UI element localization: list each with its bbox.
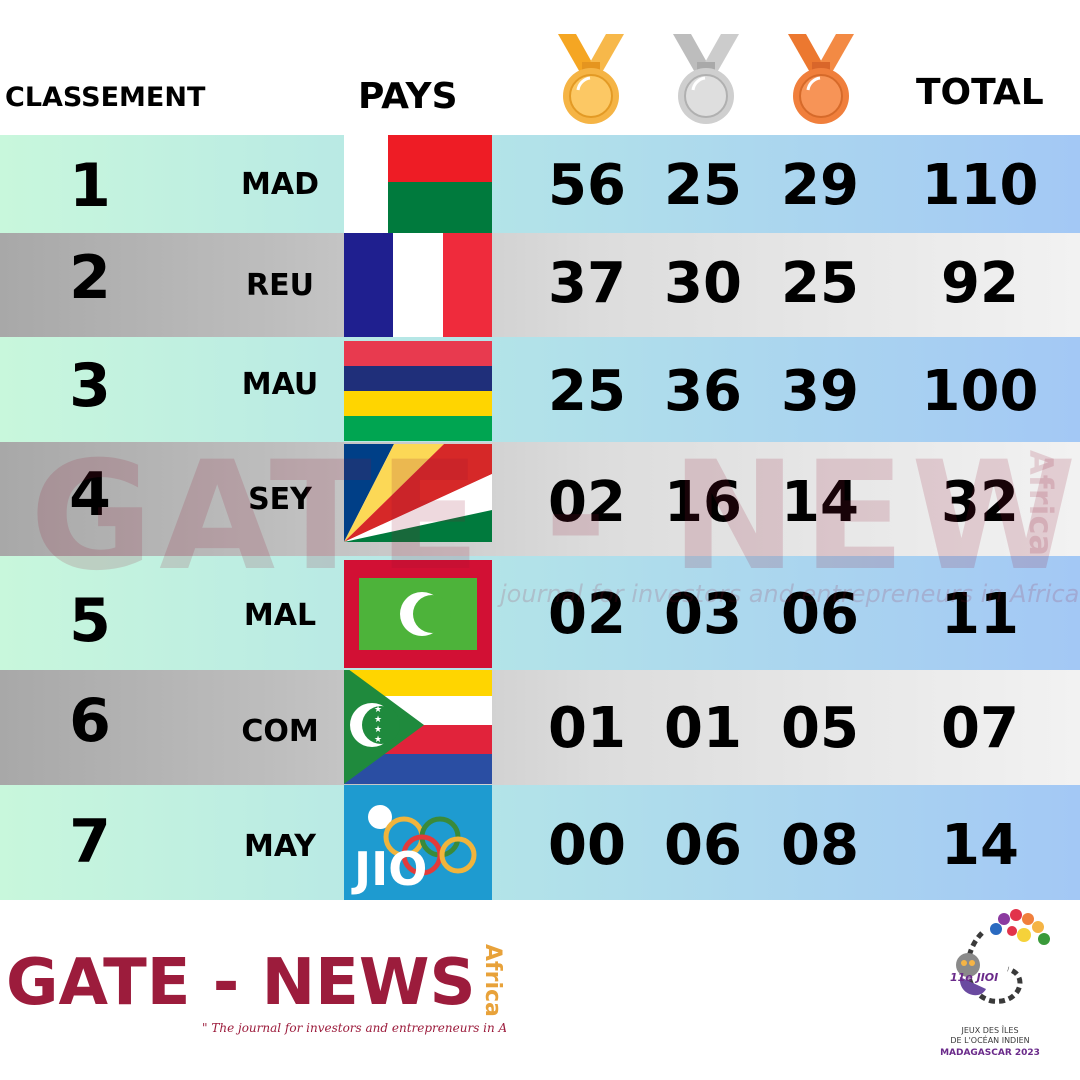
bronze-count: 25 <box>781 251 859 316</box>
jioi-line-1: JEUX DES ÎLES <box>960 1024 1018 1035</box>
rank-cell: 4 <box>69 460 111 530</box>
svg-text:★: ★ <box>374 725 382 735</box>
rank-cell: 7 <box>69 807 111 877</box>
jioi-mark: 11e JIOI <box>950 971 998 984</box>
svg-text:★: ★ <box>374 715 382 725</box>
mauritius-flag-icon <box>344 341 492 441</box>
jioi-line-2: DE L'OCÉAN INDIEN <box>950 1034 1029 1045</box>
mayotte-jio-flag-icon: JIO <box>344 785 492 900</box>
total-count: 11 <box>941 582 1019 647</box>
jio-flag-text: JIO <box>351 842 427 896</box>
seychelles-flag-icon <box>344 444 492 542</box>
gold-count: 02 <box>548 582 626 647</box>
svg-text:★: ★ <box>374 705 382 715</box>
rank-cell: 1 <box>69 151 111 221</box>
table-row: 5 MAL 02 03 06 11 <box>0 556 1080 670</box>
total-count: 14 <box>941 813 1019 878</box>
total-count: 32 <box>941 470 1019 535</box>
total-count: 92 <box>941 251 1019 316</box>
table-row: 3 MAU 25 36 39 100 <box>0 337 1080 442</box>
country-code: COM <box>241 714 319 749</box>
country-code: REU <box>246 268 314 303</box>
silver-count: 06 <box>664 813 742 878</box>
gold-count: 25 <box>548 359 626 424</box>
silver-count: 25 <box>664 153 742 218</box>
country-code: MAL <box>243 598 317 633</box>
rank-cell: 5 <box>69 586 111 656</box>
total-column-header: TOTAL <box>916 72 1044 113</box>
gold-count: 56 <box>548 153 626 218</box>
table-row: 6 COM ★ ★ ★ ★ 01 01 05 07 <box>0 670 1080 785</box>
country-code: MAY <box>244 829 316 864</box>
gold-count: 02 <box>548 470 626 535</box>
gate-news-logo: GATE - NEWS Africa " The journal for inv… <box>6 944 506 1035</box>
comoros-flag-icon: ★ ★ ★ ★ <box>344 670 492 784</box>
table-row: 1 MAD 56 25 29 110 <box>0 135 1080 233</box>
country-code: MAU <box>241 367 319 402</box>
country-code: MAD <box>241 167 319 202</box>
gold-medal-icon <box>558 34 624 124</box>
rank-column-header: CLASSEMENT <box>5 82 206 113</box>
bronze-medal-icon <box>788 34 854 124</box>
silver-count: 36 <box>664 359 742 424</box>
silver-medal-icon <box>673 34 739 124</box>
total-count: 100 <box>921 359 1039 424</box>
jioi-madagascar-logo: 11e JIOI JEUX DES ÎLES DE L'OCÉAN INDIEN… <box>940 909 1050 1058</box>
bronze-count: 08 <box>781 813 859 878</box>
maldives-flag-icon <box>344 560 492 668</box>
table-row: 2 REU 37 30 25 92 <box>0 233 1080 337</box>
gold-count: 01 <box>548 696 626 761</box>
silver-count: 16 <box>664 470 742 535</box>
table-row: 4 SEY 02 16 14 32 <box>0 442 1080 556</box>
brand-tagline: " The journal for investors and entrepre… <box>202 1021 506 1035</box>
table-row: 7 MAY JIO 00 06 08 14 <box>0 785 1080 900</box>
brand-text: GATE - NEWS <box>6 946 476 1020</box>
bronze-count: 39 <box>781 359 859 424</box>
country-column-header: PAYS <box>358 76 458 117</box>
silver-count: 01 <box>664 696 742 761</box>
total-count: 110 <box>921 153 1039 218</box>
rank-cell: 2 <box>69 243 111 313</box>
rank-cell: 3 <box>69 351 111 421</box>
rank-cell: 6 <box>69 686 111 756</box>
svg-text:★: ★ <box>374 735 382 745</box>
jioi-line-3: MADAGASCAR 2023 <box>940 1048 1040 1058</box>
silver-count: 03 <box>664 582 742 647</box>
france-flag-icon <box>344 233 492 337</box>
silver-count: 30 <box>664 251 742 316</box>
gold-count: 00 <box>548 813 626 878</box>
bronze-count: 06 <box>781 582 859 647</box>
bronze-count: 05 <box>781 696 859 761</box>
gold-count: 37 <box>548 251 626 316</box>
madagascar-flag-icon <box>344 135 492 233</box>
total-count: 07 <box>941 696 1019 761</box>
bronze-count: 14 <box>781 470 859 535</box>
country-code: SEY <box>248 482 312 517</box>
brand-region-text: Africa <box>480 944 505 1017</box>
bronze-count: 29 <box>781 153 859 218</box>
